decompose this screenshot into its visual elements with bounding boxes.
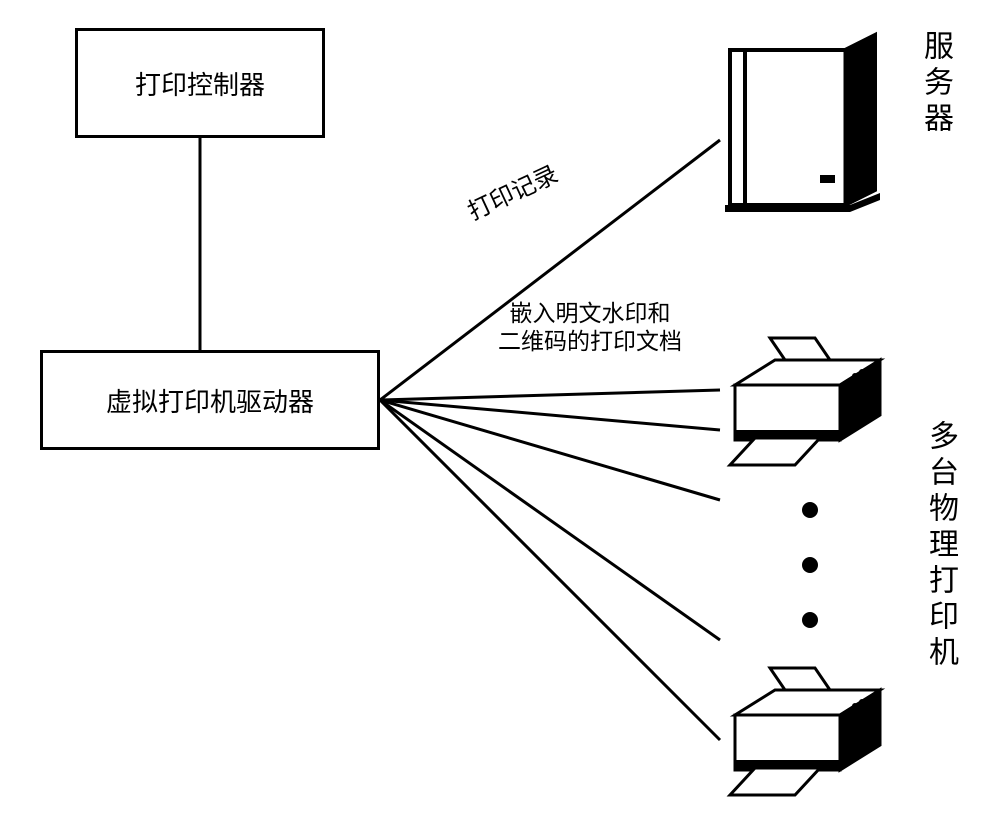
print-controller-box: 打印控制器 — [75, 28, 325, 138]
printers-side-label: 多台物理打印机 — [925, 420, 955, 672]
print-controller-label: 打印控制器 — [135, 65, 265, 102]
virtual-driver-label: 虚拟打印机驱动器 — [106, 382, 314, 419]
watermark-doc-line2: 二维码的打印文档 — [498, 328, 682, 354]
printer-icon — [720, 660, 890, 805]
server-icon — [720, 25, 890, 215]
server-side-label: 服务器 — [920, 30, 950, 138]
watermark-doc-edge-label: 嵌入明文水印和 二维码的打印文档 — [470, 300, 710, 355]
printer-icon — [720, 330, 890, 475]
virtual-driver-box: 虚拟打印机驱动器 — [40, 350, 380, 450]
watermark-doc-line1: 嵌入明文水印和 — [510, 300, 671, 326]
print-record-edge-label: 打印记录 — [464, 161, 563, 228]
